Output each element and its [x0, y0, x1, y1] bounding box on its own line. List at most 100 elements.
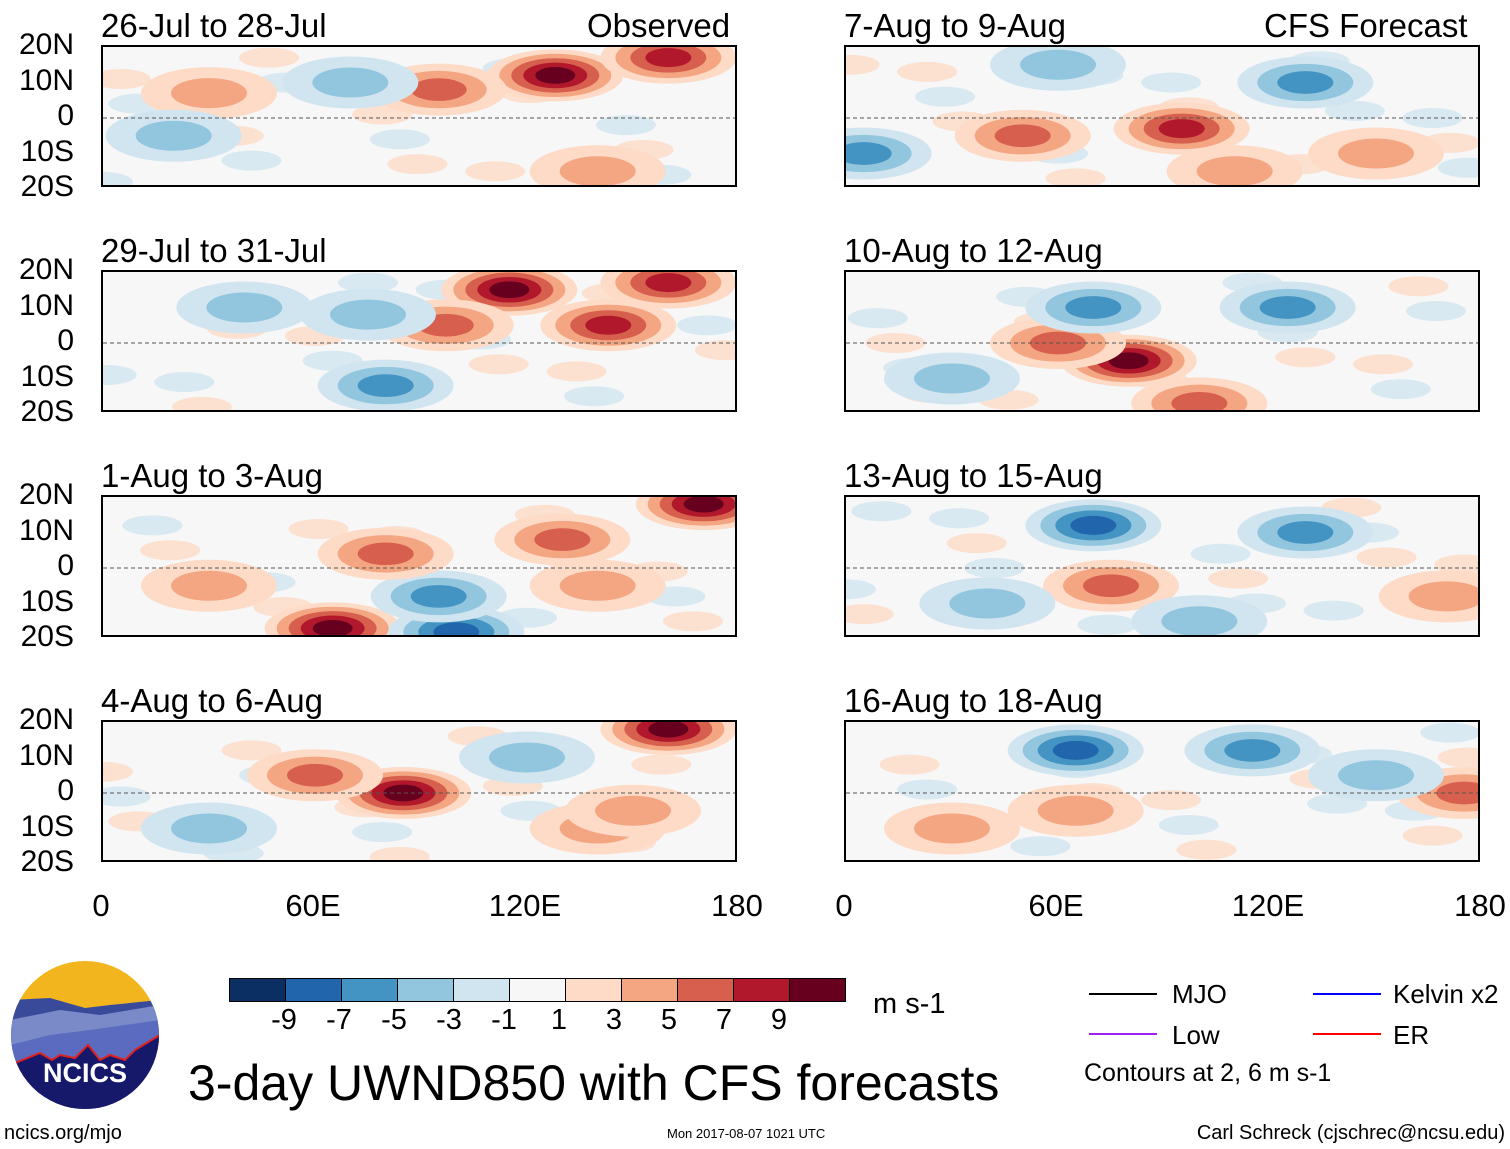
colorbar-swatch: [566, 979, 622, 1001]
map-panel: [844, 495, 1480, 637]
weak-anomaly: [1353, 354, 1414, 375]
weak-anomaly: [140, 540, 201, 561]
anomaly-contour: [489, 281, 530, 299]
anomaly-contour: [433, 622, 480, 635]
colorbar-tick: -5: [381, 1004, 407, 1036]
weak-anomaly: [879, 754, 940, 775]
colorbar-tick: 7: [715, 1004, 733, 1036]
weak-anomaly: [631, 754, 692, 775]
weak-anomaly: [1437, 747, 1478, 768]
weak-anomaly: [1077, 614, 1138, 635]
colorbar-tick: 5: [660, 1004, 678, 1036]
weak-anomaly: [1437, 157, 1478, 178]
map-panel: [101, 495, 737, 637]
map-panel: [101, 720, 737, 862]
weak-anomaly: [847, 308, 908, 329]
weak-anomaly: [1402, 108, 1463, 128]
y-tick-label: 10S: [20, 584, 74, 618]
weak-anomaly: [221, 150, 282, 171]
weak-anomaly: [897, 779, 958, 800]
y-tick-label: 20N: [18, 28, 74, 61]
weak-anomaly: [1370, 379, 1431, 400]
colorbar-swatch: [230, 979, 286, 1001]
anomaly-contour: [287, 763, 343, 787]
weak-anomaly: [239, 47, 300, 68]
weak-anomaly: [103, 68, 151, 89]
map-panel: [101, 270, 737, 412]
weak-anomaly: [1406, 301, 1467, 322]
anomaly-contour: [1408, 581, 1478, 612]
weak-anomaly: [1176, 839, 1237, 860]
legend-mjo: MJO: [1172, 979, 1227, 1009]
legend-er: ER: [1393, 1020, 1430, 1050]
weak-anomaly: [677, 315, 735, 336]
anomaly-contour: [1224, 739, 1281, 762]
y-tick-label: 10N: [18, 738, 74, 772]
weak-anomaly: [897, 61, 958, 82]
observed-label: Observed: [587, 7, 731, 44]
weak-anomaly: [221, 740, 282, 761]
weak-anomaly: [1158, 814, 1219, 835]
y-tick-label: 20S: [20, 395, 74, 428]
weak-anomaly: [851, 501, 912, 522]
weak-anomaly: [122, 515, 183, 536]
y-tick-label: 10S: [20, 809, 74, 843]
anomaly-contour: [683, 497, 724, 513]
x-tick-label: 0: [835, 888, 853, 923]
weak-anomaly: [103, 171, 133, 185]
footer-url[interactable]: ncics.org/mjo: [4, 1122, 122, 1144]
weak-anomaly: [338, 272, 398, 293]
colorbar-tick: -1: [491, 1004, 517, 1036]
colorbar-tick: -9: [271, 1004, 297, 1036]
weak-anomaly: [1141, 790, 1202, 811]
colorbar-tick: 3: [605, 1004, 623, 1036]
cfs-forecast-label: CFS Forecast: [1264, 7, 1468, 44]
weak-anomaly: [1356, 547, 1417, 568]
weak-anomaly: [1208, 568, 1269, 589]
anomaly-contour: [1196, 156, 1273, 185]
x-tick-label: 180: [711, 888, 763, 923]
y-tick-label: 10S: [20, 359, 74, 393]
anomaly-contour: [171, 813, 247, 844]
weak-anomaly: [929, 508, 990, 529]
weak-anomaly: [846, 579, 876, 600]
weak-anomaly: [1420, 722, 1478, 743]
weak-anomaly: [465, 161, 526, 182]
anomaly-contour: [171, 570, 247, 601]
x-tick-label: 60E: [1028, 888, 1084, 923]
weak-anomaly: [595, 115, 656, 136]
y-tick-label: 10N: [18, 513, 74, 547]
panel-title: 4-Aug to 6-Aug: [101, 682, 323, 719]
anomaly-contour: [357, 374, 414, 397]
anomaly-contour: [994, 124, 1051, 148]
weak-anomaly: [663, 611, 724, 632]
contour-note: Contours at 2, 6 m s-1: [1084, 1059, 1332, 1087]
anomaly-contour: [1037, 795, 1114, 826]
weak-anomaly: [154, 372, 215, 393]
weak-anomaly: [846, 604, 894, 625]
anomaly-contour: [489, 742, 565, 773]
anomaly-contour: [135, 120, 212, 151]
anomaly-contour: [171, 78, 247, 109]
anomaly-contour: [1052, 740, 1099, 760]
colorbar-swatch: [678, 979, 734, 1001]
weak-anomaly: [171, 396, 232, 410]
weak-anomaly: [1010, 836, 1071, 857]
anomaly-contour: [1108, 352, 1149, 370]
y-tick-label: 10N: [18, 288, 74, 322]
anomaly-contour: [1161, 606, 1238, 635]
footer-author: Carl Schreck (cjschrec@ncsu.edu): [1196, 1122, 1505, 1144]
weak-anomaly: [369, 846, 430, 860]
y-tick-label: 20N: [18, 253, 74, 286]
x-tick-label: 180: [1454, 888, 1506, 923]
weak-anomaly: [946, 533, 1007, 554]
y-tick-label: 0: [57, 774, 74, 807]
weak-anomaly: [1275, 347, 1336, 368]
anomaly-contour: [312, 67, 389, 98]
colorbar-swatch: [398, 979, 454, 1001]
anomaly-contour: [1171, 392, 1228, 410]
anomaly-contour: [535, 67, 576, 84]
x-tick-label: 0: [92, 888, 110, 923]
colorbar-tick: 1: [550, 1004, 568, 1036]
weak-anomaly: [387, 154, 448, 175]
